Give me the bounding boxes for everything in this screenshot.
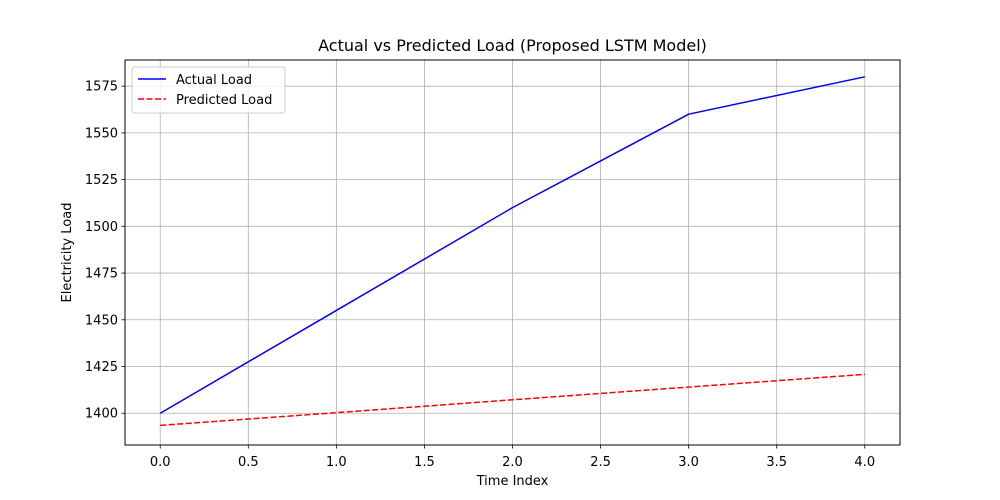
x-tick-label: 0.5 xyxy=(238,455,259,470)
x-tick-label: 1.5 xyxy=(414,455,435,470)
legend-box xyxy=(131,66,286,114)
series-line-actual-load xyxy=(159,76,865,414)
y-tick-label: 1575 xyxy=(85,80,118,95)
grid-lines xyxy=(125,60,900,445)
x-tick-label: 3.5 xyxy=(766,455,787,470)
x-tick-label: 3.0 xyxy=(678,455,699,470)
series-line-predicted-load xyxy=(160,373,865,427)
y-tick-label: 1400 xyxy=(85,407,118,422)
legend-label-predicted-load: Predicted Load xyxy=(176,93,272,108)
y-axis-title: Electricity Load xyxy=(60,203,75,303)
x-tick-label: 1.0 xyxy=(326,455,347,470)
chart-title: Actual vs Predicted Load (Proposed LSTM … xyxy=(318,36,707,55)
legend-label-actual-load: Actual Load xyxy=(176,73,252,88)
x-tick-label: 2.5 xyxy=(590,455,611,470)
y-tick-label: 1500 xyxy=(85,220,118,235)
y-tick-label: 1475 xyxy=(85,267,118,282)
y-tick-label: 1425 xyxy=(85,360,118,375)
x-tick-label: 2.0 xyxy=(502,455,523,470)
legend: Actual Load Predicted Load xyxy=(131,66,286,114)
x-tick-label: 0.0 xyxy=(150,455,171,470)
x-tick-label: 4.0 xyxy=(854,455,875,470)
axis-ticks: 0.0 0.5 1.0 1.5 2.0 2.5 3.0 3.5 4.0 1400 1425 1450 1… xyxy=(85,80,875,470)
y-tick-label: 1525 xyxy=(85,173,118,188)
x-axis-title: Time Index xyxy=(476,474,549,489)
y-tick-label: 1450 xyxy=(85,313,118,328)
y-tick-label: 1550 xyxy=(85,126,118,141)
series-lines xyxy=(159,76,865,427)
